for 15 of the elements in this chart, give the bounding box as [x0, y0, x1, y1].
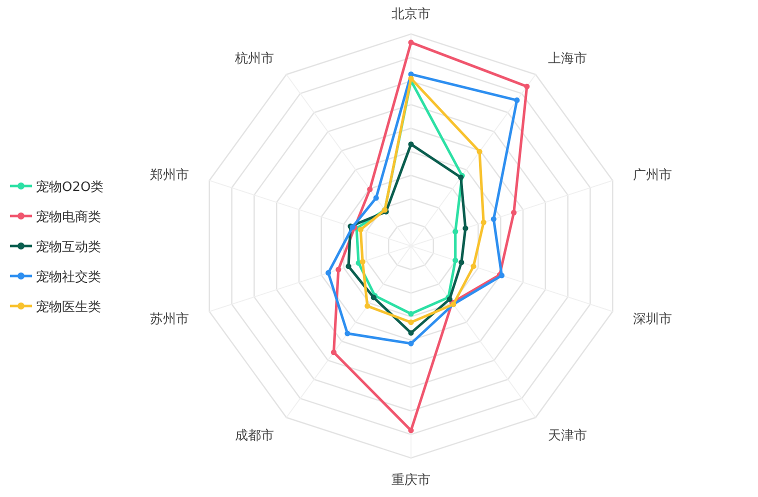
legend-label: 宠物电商类 — [36, 210, 101, 225]
legend-label: 宠物社交类 — [36, 269, 101, 285]
spoke-label: 重庆市 — [392, 473, 430, 488]
legend-label: 宠物O2O类 — [36, 180, 104, 195]
spoke-label: 杭州市 — [234, 51, 274, 66]
spoke-label: 深圳市 — [632, 312, 672, 328]
spoke-label: 广州市 — [632, 168, 672, 183]
spoke-label: 苏州市 — [150, 312, 190, 328]
spoke-label: 成都市 — [234, 428, 274, 444]
spoke-label: 北京市 — [392, 6, 430, 22]
spoke-label: 上海市 — [548, 51, 588, 66]
spoke-label: 天津市 — [548, 428, 588, 444]
spoke-label: 郑州市 — [150, 168, 190, 183]
legend-label: 宠物互动类 — [36, 240, 101, 255]
legend-label: 宠物医生类 — [36, 300, 101, 315]
